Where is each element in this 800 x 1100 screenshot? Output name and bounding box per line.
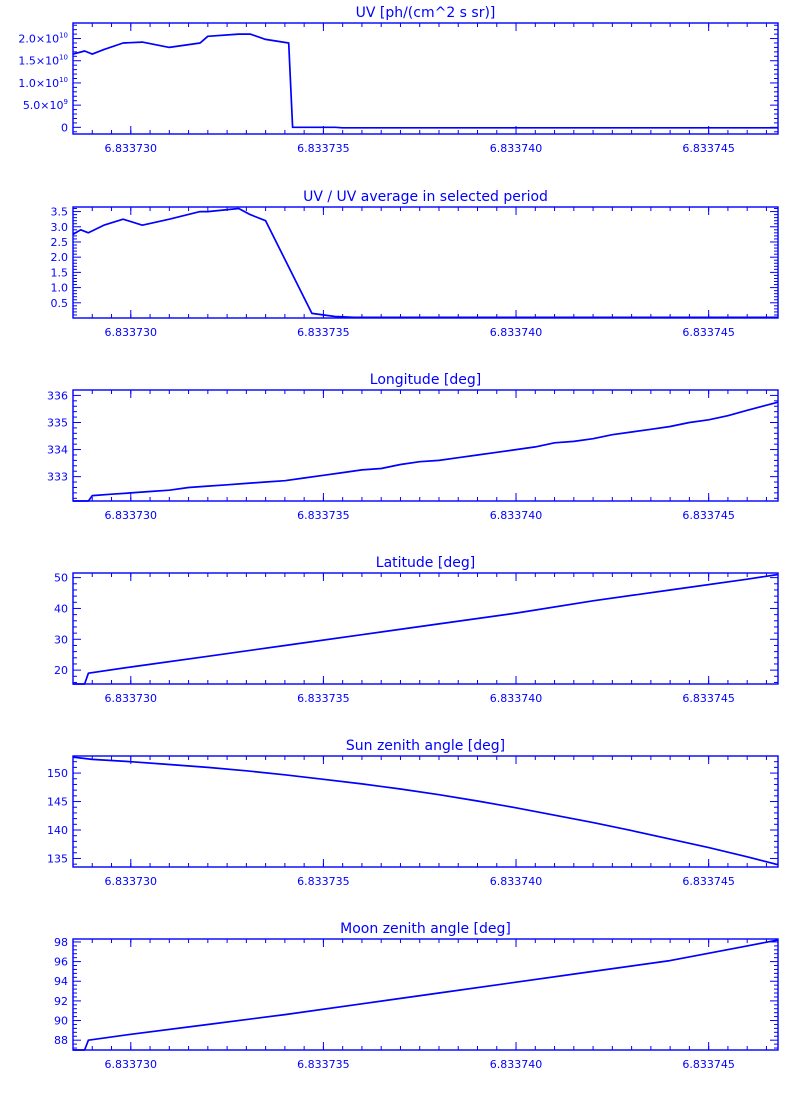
panel-title: UV / UV average in selected period	[303, 189, 548, 205]
y-tick-label: 336	[47, 389, 68, 402]
plot-frame	[72, 755, 779, 868]
panel-title: UV [ph/(cm^2 s sr)]	[356, 5, 496, 21]
y-tick-label: 20	[54, 664, 68, 677]
chart-panel-1: UV [ph/(cm^2 s sr)] 6.833730 6.833735 6.833…	[18, 5, 779, 155]
y-tick-label: 96	[54, 956, 68, 969]
x-tick-label: 6.833735	[297, 875, 350, 888]
chart-panel-2: UV / UV average in selected period 6.8337…	[51, 189, 779, 339]
x-tick-label: 6.833740	[490, 1058, 543, 1071]
panel-title: Moon zenith angle [deg]	[340, 921, 511, 937]
x-tick-label: 6.833745	[682, 509, 735, 522]
x-tick-label: 6.833740	[490, 509, 543, 522]
y-tick-label: 40	[54, 602, 68, 615]
x-tick-label: 6.833740	[490, 142, 543, 155]
x-tick-label: 6.833735	[297, 1058, 350, 1071]
y-tick-label: 5.0×109	[23, 98, 68, 112]
y-tick-label: 135	[47, 852, 68, 865]
x-tick-label: 6.833735	[297, 142, 350, 155]
y-tick-label: 2.0×1010	[18, 32, 68, 46]
y-tick-label: 30	[54, 633, 68, 646]
y-tick-label: 334	[47, 444, 68, 457]
panel-title: Sun zenith angle [deg]	[346, 738, 505, 754]
x-tick-label: 6.833745	[682, 875, 735, 888]
plot-frame	[72, 206, 779, 319]
y-tick-label: 1.0	[51, 282, 69, 295]
x-tick-label: 6.833745	[682, 692, 735, 705]
y-tick-label: 335	[47, 416, 68, 429]
series-line	[72, 207, 778, 319]
chart-panel-4: Latitude [deg] 6.833730 6.833735 6.833740 6.…	[54, 555, 779, 705]
y-tick-label: 0	[61, 121, 68, 134]
series-line	[73, 401, 779, 502]
series-line	[72, 33, 778, 129]
plot-frame	[72, 572, 779, 685]
series-line	[73, 573, 779, 685]
x-tick-label: 6.833735	[297, 326, 350, 339]
panel-title: Longitude [deg]	[370, 372, 481, 388]
chart-panel-3: Longitude [deg] 6.833730 6.833735 6.833740 6…	[47, 372, 779, 522]
x-tick-label: 6.833730	[105, 875, 158, 888]
y-tick-label: 3.0	[51, 221, 69, 234]
y-tick-label: 1.5	[51, 266, 69, 279]
panel-title: Latitude [deg]	[376, 555, 475, 571]
plot-frame	[72, 22, 779, 135]
y-tick-label: 150	[47, 767, 68, 780]
chart-panel-5: Sun zenith angle [deg] 6.833730 6.833735 6.…	[47, 738, 779, 888]
y-tick-label: 94	[54, 975, 68, 988]
plot-frame	[72, 938, 779, 1051]
x-tick-label: 6.833730	[105, 509, 158, 522]
x-tick-label: 6.833730	[105, 326, 158, 339]
y-tick-label: 98	[54, 936, 68, 949]
y-tick-label: 140	[47, 824, 68, 837]
x-tick-label: 6.833740	[490, 326, 543, 339]
x-tick-label: 6.833740	[490, 875, 543, 888]
y-tick-label: 1.0×1010	[18, 76, 68, 90]
y-tick-label: 1.5×1010	[18, 54, 68, 68]
x-tick-label: 6.833730	[105, 1058, 158, 1071]
x-tick-label: 6.833735	[297, 509, 350, 522]
y-tick-label: 3.5	[51, 206, 69, 219]
x-tick-label: 6.833745	[682, 1058, 735, 1071]
x-tick-label: 6.833730	[105, 692, 158, 705]
x-tick-label: 6.833745	[682, 326, 735, 339]
plot-frame	[72, 389, 779, 502]
y-tick-label: 0.5	[51, 297, 69, 310]
y-tick-label: 2.5	[51, 236, 69, 249]
x-tick-label: 6.833735	[297, 692, 350, 705]
y-tick-label: 145	[47, 796, 68, 809]
series-line	[73, 939, 779, 1051]
y-tick-label: 2.0	[51, 251, 69, 264]
y-tick-label: 50	[54, 572, 68, 585]
series-line	[72, 756, 779, 866]
chart-panel-6: Moon zenith angle [deg] 6.833730 6.833735 6…	[54, 921, 779, 1071]
x-tick-label: 6.833730	[105, 142, 158, 155]
y-tick-label: 90	[54, 1015, 68, 1028]
x-tick-label: 6.833740	[490, 692, 543, 705]
y-tick-label: 92	[54, 995, 68, 1008]
x-tick-label: 6.833745	[682, 142, 735, 155]
y-tick-label: 333	[47, 471, 68, 484]
y-tick-label: 88	[54, 1034, 68, 1047]
